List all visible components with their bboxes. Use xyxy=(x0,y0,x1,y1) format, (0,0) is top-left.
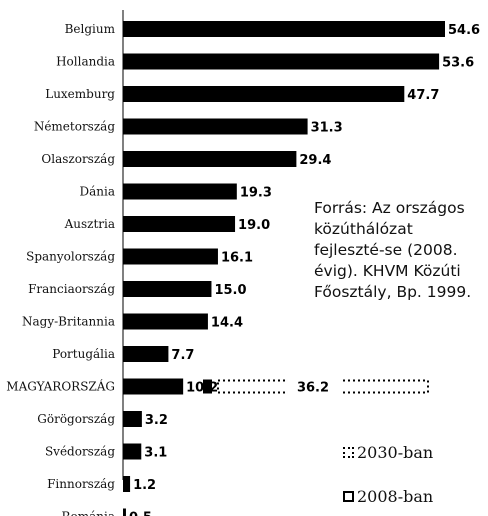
bar-2008-d-nia xyxy=(123,183,237,200)
bar-2030-label-gap xyxy=(288,377,340,396)
legend-label-2030: 2030-ban xyxy=(357,443,434,462)
category-label: Belgium xyxy=(65,22,116,36)
data-label-2008: 3.2 xyxy=(145,413,168,428)
bar-2008-finnorsz-g xyxy=(123,476,131,492)
bar-2008-hollandia xyxy=(123,53,440,70)
category-label: Franciaország xyxy=(28,282,115,296)
data-label-2008: 14.4 xyxy=(211,316,243,331)
category-label: Luxemburg xyxy=(45,87,115,101)
data-label-2008: 16.1 xyxy=(221,251,253,266)
data-label-2008: 53.6 xyxy=(442,56,474,71)
category-label: Nagy-Britannia xyxy=(22,315,115,329)
category-label: Ausztria xyxy=(64,217,115,231)
bar-2008-sv-dorsz-g xyxy=(123,443,142,460)
data-label-2008: 54.6 xyxy=(448,23,480,38)
category-label: Románia xyxy=(61,510,115,516)
bar-2008-ausztria xyxy=(123,216,236,232)
category-label: Finnország xyxy=(47,477,115,491)
category-label: MAGYARORSZÁG xyxy=(6,379,115,394)
marker-2030 xyxy=(203,379,212,394)
bar-2008-olaszorsz-g xyxy=(123,151,297,167)
bar-2008-belgium xyxy=(123,21,445,37)
category-label: Németország xyxy=(34,120,116,134)
data-label-2008: 3.1 xyxy=(144,446,167,461)
category-label: Görögország xyxy=(37,412,115,426)
bar-2008-spanyolorsz-g xyxy=(123,248,218,265)
category-label: Hollandia xyxy=(56,55,115,69)
legend-swatch-2008-icon xyxy=(343,491,354,502)
data-label-2008: 7.7 xyxy=(171,348,194,363)
category-label: Dánia xyxy=(80,185,116,199)
data-label-2008: 19.0 xyxy=(238,218,270,233)
bar-2008-franciaorsz-g xyxy=(123,281,212,297)
data-label-2008: 15.0 xyxy=(214,283,246,298)
bar-2008-magyarorsz-g xyxy=(123,378,184,395)
bar-2008-portug-lia xyxy=(123,346,169,362)
data-label-2008: 29.4 xyxy=(299,153,331,168)
legend-item-2008: 2008-ban xyxy=(343,487,433,506)
bar-2008-luxemburg xyxy=(123,86,405,102)
data-label-2008: 10.2 xyxy=(186,381,218,396)
category-label: Portugália xyxy=(52,347,115,361)
bar-2008-n-metorsz-g xyxy=(123,118,308,135)
category-label: Spanyolország xyxy=(26,250,115,264)
category-label: Olaszország xyxy=(41,152,115,166)
source-note: Forrás: Az országos közúthálózat fejlesz… xyxy=(314,199,472,301)
data-label-2008: 1.2 xyxy=(133,478,156,493)
bar-2008-rom-nia xyxy=(123,508,126,516)
legend-item-2030: 2030-ban xyxy=(343,443,433,462)
data-label-2030: 36.2 xyxy=(297,381,329,396)
bar-2008-nagy-britannia xyxy=(123,313,208,330)
legend-swatch-2030-icon xyxy=(343,447,354,458)
data-label-2008: 19.3 xyxy=(240,186,272,201)
category-label: Svédország xyxy=(45,445,115,459)
legend-label-2008: 2008-ban xyxy=(357,487,434,506)
data-label-2008: 31.3 xyxy=(311,121,343,136)
data-label-2008: 0.5 xyxy=(129,511,152,516)
data-label-2008: 47.7 xyxy=(407,88,439,103)
bar-2008-g-r-gorsz-g xyxy=(123,411,142,427)
